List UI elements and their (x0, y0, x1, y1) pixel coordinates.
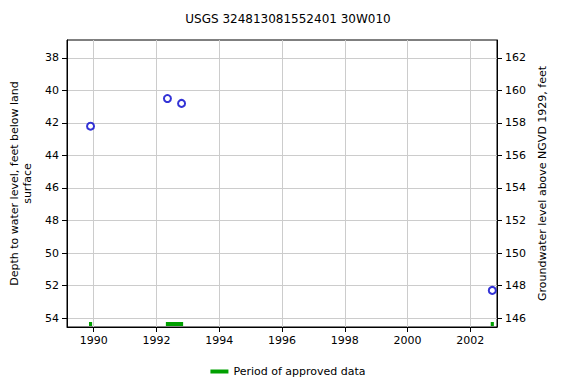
svg-text:Groundwater level above NGVD 1: Groundwater level above NGVD 1929, feet (536, 65, 549, 301)
svg-text:USGS 324813081552401 30W010: USGS 324813081552401 30W010 (185, 12, 391, 26)
svg-text:52: 52 (45, 279, 59, 292)
svg-text:154: 154 (505, 181, 526, 194)
svg-text:Depth to water level, feet bel: Depth to water level, feet below land (8, 81, 21, 286)
svg-text:42: 42 (45, 116, 59, 129)
svg-text:38: 38 (45, 51, 59, 64)
svg-text:50: 50 (45, 247, 59, 260)
svg-text:162: 162 (505, 51, 526, 64)
svg-text:46: 46 (45, 181, 59, 194)
svg-text:44: 44 (45, 149, 59, 162)
svg-text:2000: 2000 (394, 334, 422, 347)
svg-text:148: 148 (505, 279, 526, 292)
svg-text:1996: 1996 (268, 334, 296, 347)
svg-text:54: 54 (45, 312, 59, 325)
svg-text:surface: surface (21, 163, 34, 204)
svg-text:40: 40 (45, 84, 59, 97)
svg-text:1990: 1990 (80, 334, 108, 347)
svg-text:150: 150 (505, 247, 526, 260)
svg-text:146: 146 (505, 312, 526, 325)
svg-text:156: 156 (505, 149, 526, 162)
svg-text:Period of approved data: Period of approved data (233, 365, 365, 378)
svg-text:152: 152 (505, 214, 526, 227)
svg-text:48: 48 (45, 214, 59, 227)
svg-text:1994: 1994 (205, 334, 233, 347)
svg-text:160: 160 (505, 84, 526, 97)
svg-text:1992: 1992 (142, 334, 170, 347)
svg-text:2002: 2002 (456, 334, 484, 347)
svg-text:158: 158 (505, 116, 526, 129)
svg-text:1998: 1998 (331, 334, 359, 347)
